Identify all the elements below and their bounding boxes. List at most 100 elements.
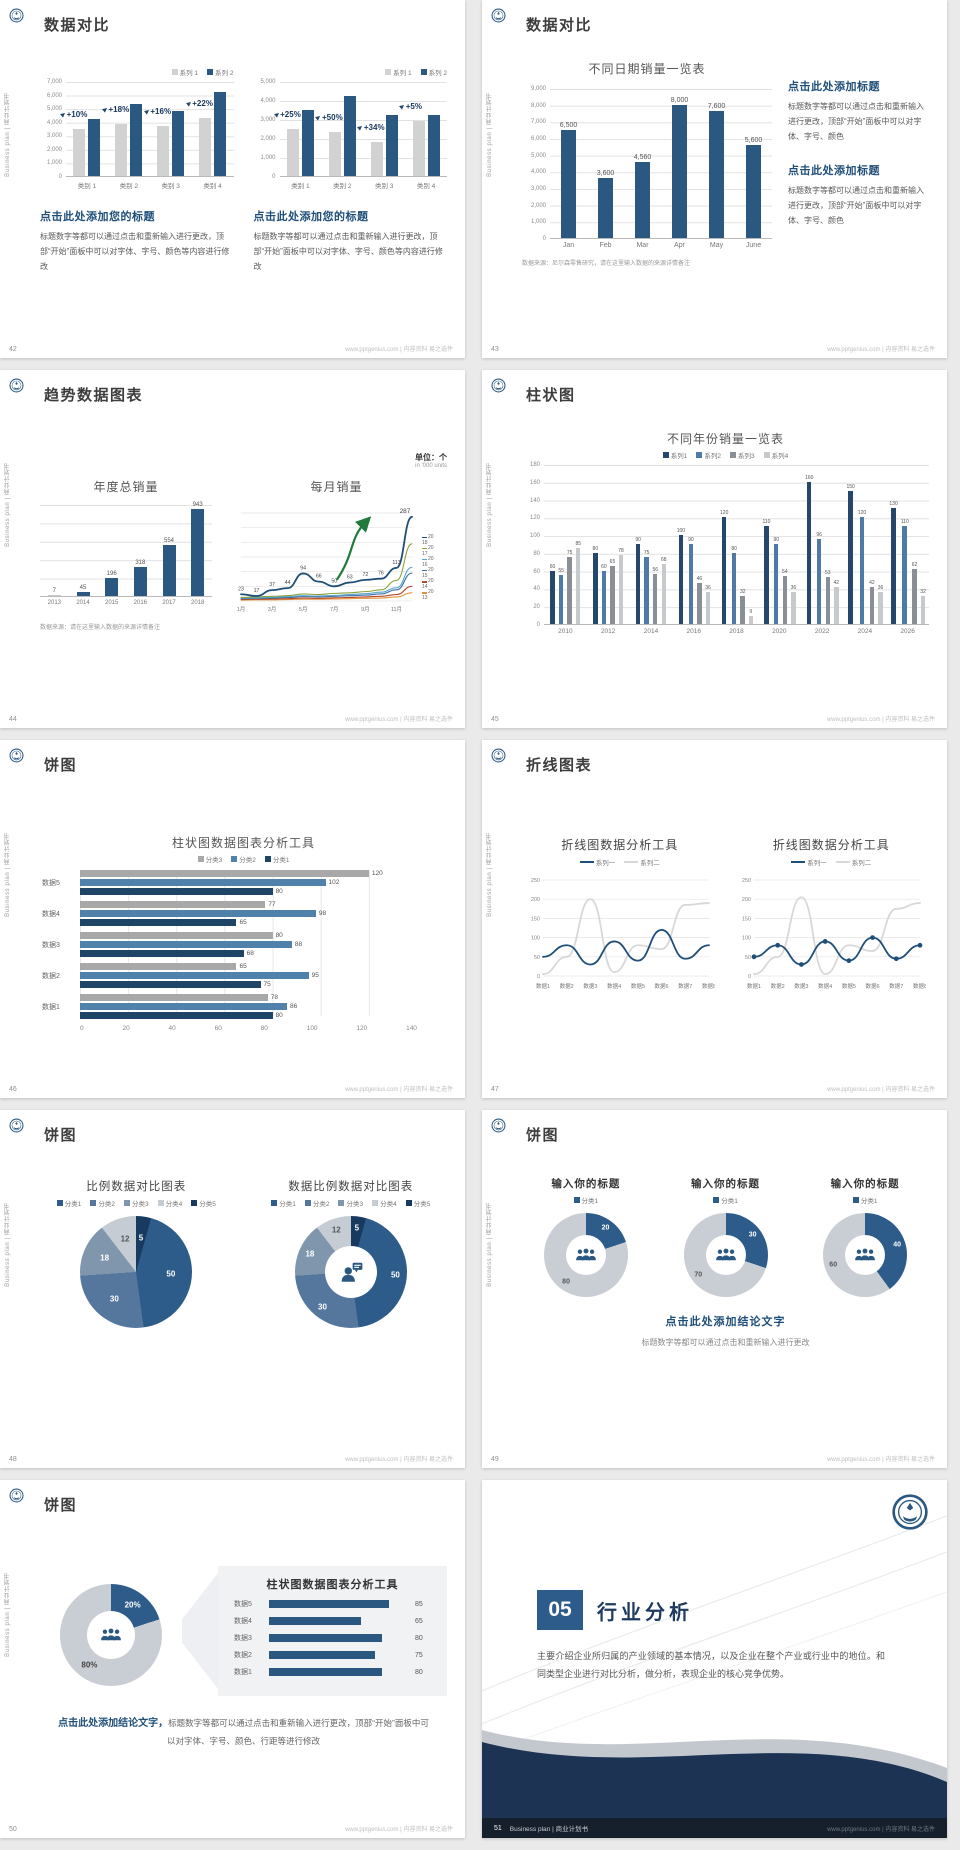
slide-content: 折线图数据分析工具 系列一 系列二 250 200 150 100 50 0 数据1 数据2 数据3… (522, 792, 929, 990)
horizontal-bar-chart: 分类3 分类2 分类1 数据5 120 102 80 数据4 77 98 65 数据3 80 88 68 数据… (40, 854, 447, 1032)
slide-43[interactable]: Business plan | 商业计划书 数据对比 不同日期销量一览表 9,0… (482, 0, 947, 358)
svg-text:数据4: 数据4 (607, 982, 621, 990)
slide-title: 折线图表 (526, 757, 593, 774)
y-tick: 7,000 (46, 79, 62, 85)
bar (672, 104, 687, 238)
legend-swatch (207, 69, 214, 75)
percent-badge: ▶ +22% (185, 98, 213, 108)
value-label: 554 (164, 538, 175, 545)
category-label: 数据1 (42, 1003, 60, 1011)
slide-46[interactable]: Business plan | 商业计划书 饼图 柱状图数据图表分析工具 分类3… (0, 740, 465, 1098)
svg-text:37: 37 (269, 582, 275, 588)
bar-panel: 柱状图数据图表分析工具 数据5 85 数据4 65 数据3 80 数据2 75 数据1 80 (218, 1566, 447, 1696)
slice-label: 70 (694, 1271, 703, 1279)
footer-site: www.pptgenius.com | 内容资料 易之选件 (827, 1457, 935, 1463)
bar (558, 575, 564, 624)
slide-51[interactable]: 05 行业分析 主要介绍企业所归属的产业领域的基本情况，以及企业在整个产业或行业… (482, 1480, 947, 1838)
footer-site: www.pptgenius.com | 内容资料 易之选件 (345, 1087, 453, 1093)
chart-legend: 系列 1 系列 2 (254, 67, 447, 77)
chart-title: 比例数据对比图表 (86, 1181, 187, 1193)
bar (869, 586, 875, 624)
chart-legend: 分类1 分类2 分类3 分类4 分类5 (255, 1198, 448, 1208)
x-label: 类别 1 (291, 183, 310, 190)
svg-text:113: 113 (392, 560, 400, 566)
value-label: 75 (643, 550, 650, 557)
bar-chart: 系列 1 系列 2 7,000 6,000 5,000 4,000 3,000 2,000 1,… (40, 64, 234, 190)
value-label: 65 (239, 919, 247, 926)
slice-label: 12 (331, 1225, 341, 1235)
data-source-note: 数据来源：请在这里输入数据的来源详情备注 (40, 625, 161, 631)
data-source-note: 数据来源：尼尔森零售研究，请在这里输入数据的来源详情备注 (522, 261, 691, 267)
line-chart-svg: 250 200 150 100 50 0 数据1 数据2 数据3 数据4 数据5 数据6 数据7 数据8 (531, 878, 715, 990)
conclusion-body: 标题数字等都可以通过点击和重新输入进行更改 (641, 1338, 810, 1347)
bar (269, 1617, 361, 1625)
legend-swatch (231, 856, 238, 862)
slice-label: 12 (120, 1234, 130, 1244)
category-label: 数据5 (42, 879, 60, 887)
pie-graphic: 20 80 (543, 1213, 628, 1297)
bar-chart: 9,000 8,000 7,000 6,000 5,000 4,000 3,000 2,000… (522, 86, 772, 249)
line-chart: 23 17 37 44 94 66 50 63 72 76 113 287 1月 3月 5月 7月 9月 11月 2… (226, 505, 447, 613)
slide-title: 饼图 (44, 1127, 78, 1144)
people-icon (575, 1248, 596, 1261)
legend-item: 系列一 (579, 857, 615, 867)
value-label: 78 (618, 547, 624, 554)
logo-icon (9, 8, 24, 23)
slice-label: 80% (81, 1660, 98, 1670)
slice-label: 20% (124, 1600, 141, 1610)
end-label: 17 (422, 550, 428, 557)
bar-group: 6,500 (550, 69, 587, 238)
sidebar-vertical-text: Business plan | 商业计划书 (5, 92, 11, 177)
donut-hole (565, 1235, 606, 1275)
svg-text:数据8: 数据8 (913, 982, 926, 990)
slide-44[interactable]: Business plan | 商业计划书 趋势数据图表 单位：个 in '00… (0, 370, 465, 728)
percent-badge: ▶ +16% (143, 106, 172, 116)
block-body: 标题数字等都可以通过点击和重新输入进行更改，顶部“开始”面板中可以对字体、字号、… (788, 102, 924, 141)
bar-group: ▶ +34% (357, 62, 405, 176)
page-number: 47 (491, 1086, 499, 1093)
value-label: 196 (106, 570, 117, 577)
legend-item: 分类1 (852, 1195, 877, 1205)
conclusion-title: 点击此处添加结论文字 (665, 1316, 786, 1328)
value-label: 78 (270, 994, 278, 1001)
value-label: 45 (79, 584, 87, 591)
bar-group: 130 110 62 32 (886, 445, 929, 624)
end-label: 20 (422, 590, 438, 595)
slide-title: 趋势数据图表 (44, 387, 144, 404)
logo-icon (9, 1488, 24, 1503)
slide-48[interactable]: Business plan | 商业计划书 饼图 比例数据对比图表 分类1 分类2… (0, 1110, 465, 1468)
text-block: 点击此处添加您的标题 标题数字等都可以通过点击和重新输入进行更改，顶部“开始”面… (40, 208, 234, 274)
legend-item: 分类2 (90, 1198, 115, 1208)
y-tick: 3,000 (260, 117, 276, 123)
value-label: 62 (911, 561, 918, 568)
slide-45[interactable]: Business plan | 商业计划书 柱状图 不同年份销量一览表 系列1 系… (482, 370, 947, 728)
svg-text:250: 250 (531, 878, 540, 884)
bar (705, 592, 711, 624)
donut-hole (705, 1235, 746, 1275)
bar (721, 517, 727, 624)
slide-47[interactable]: Business plan | 商业计划书 折线图表 折线图数据分析工具 系列一… (482, 740, 947, 1098)
svg-text:数据5: 数据5 (842, 982, 856, 990)
slide-49[interactable]: Business plan | 商业计划书 饼图 输入你的标题 分类1 20 80 … (482, 1110, 947, 1468)
svg-text:1月: 1月 (237, 606, 246, 613)
legend-item: 系列一 (791, 857, 827, 867)
value-label: 36 (705, 585, 711, 591)
x-label: Apr (674, 242, 685, 249)
slide-42[interactable]: Business plan | 商业计划书 数据对比 系列 1 系列 2 7,000… (0, 0, 465, 358)
slide-content: 比例数据对比图表 分类1 分类2 分类3 分类4 分类5 5 50 30 18 12 数据比例数据… (40, 1162, 447, 1328)
chart-legend: 系列1 系列2 系列3 系列4 (522, 450, 929, 460)
value-label: 46 (696, 576, 703, 583)
chart-title: 柱状图数据图表分析工具 (266, 1579, 399, 1591)
bar-group: 数据3 80 88 68 (40, 932, 447, 957)
svg-text:数据6: 数据6 (866, 982, 880, 990)
donut-chart: 分类1 分类2 分类3 分类4 分类5 5 50 30 18 12 (255, 1198, 448, 1328)
x-label: 2016 (133, 600, 148, 606)
slide-50[interactable]: Business plan | 商业计划书 饼图 20% 80% 柱状图数据图表分… (0, 1480, 465, 1838)
chart-title: 输入你的标题 (691, 1178, 760, 1190)
value-label: 65 (609, 559, 616, 566)
end-labels: 20 18 20 17 20 16 20 15 20 14 20 13 (420, 505, 438, 613)
bar-group: 160 96 53 42 (801, 445, 844, 624)
bar-row: 数据5 85 (234, 1599, 431, 1609)
donut-hole (87, 1611, 135, 1659)
slice-label: 30 (109, 1294, 119, 1304)
